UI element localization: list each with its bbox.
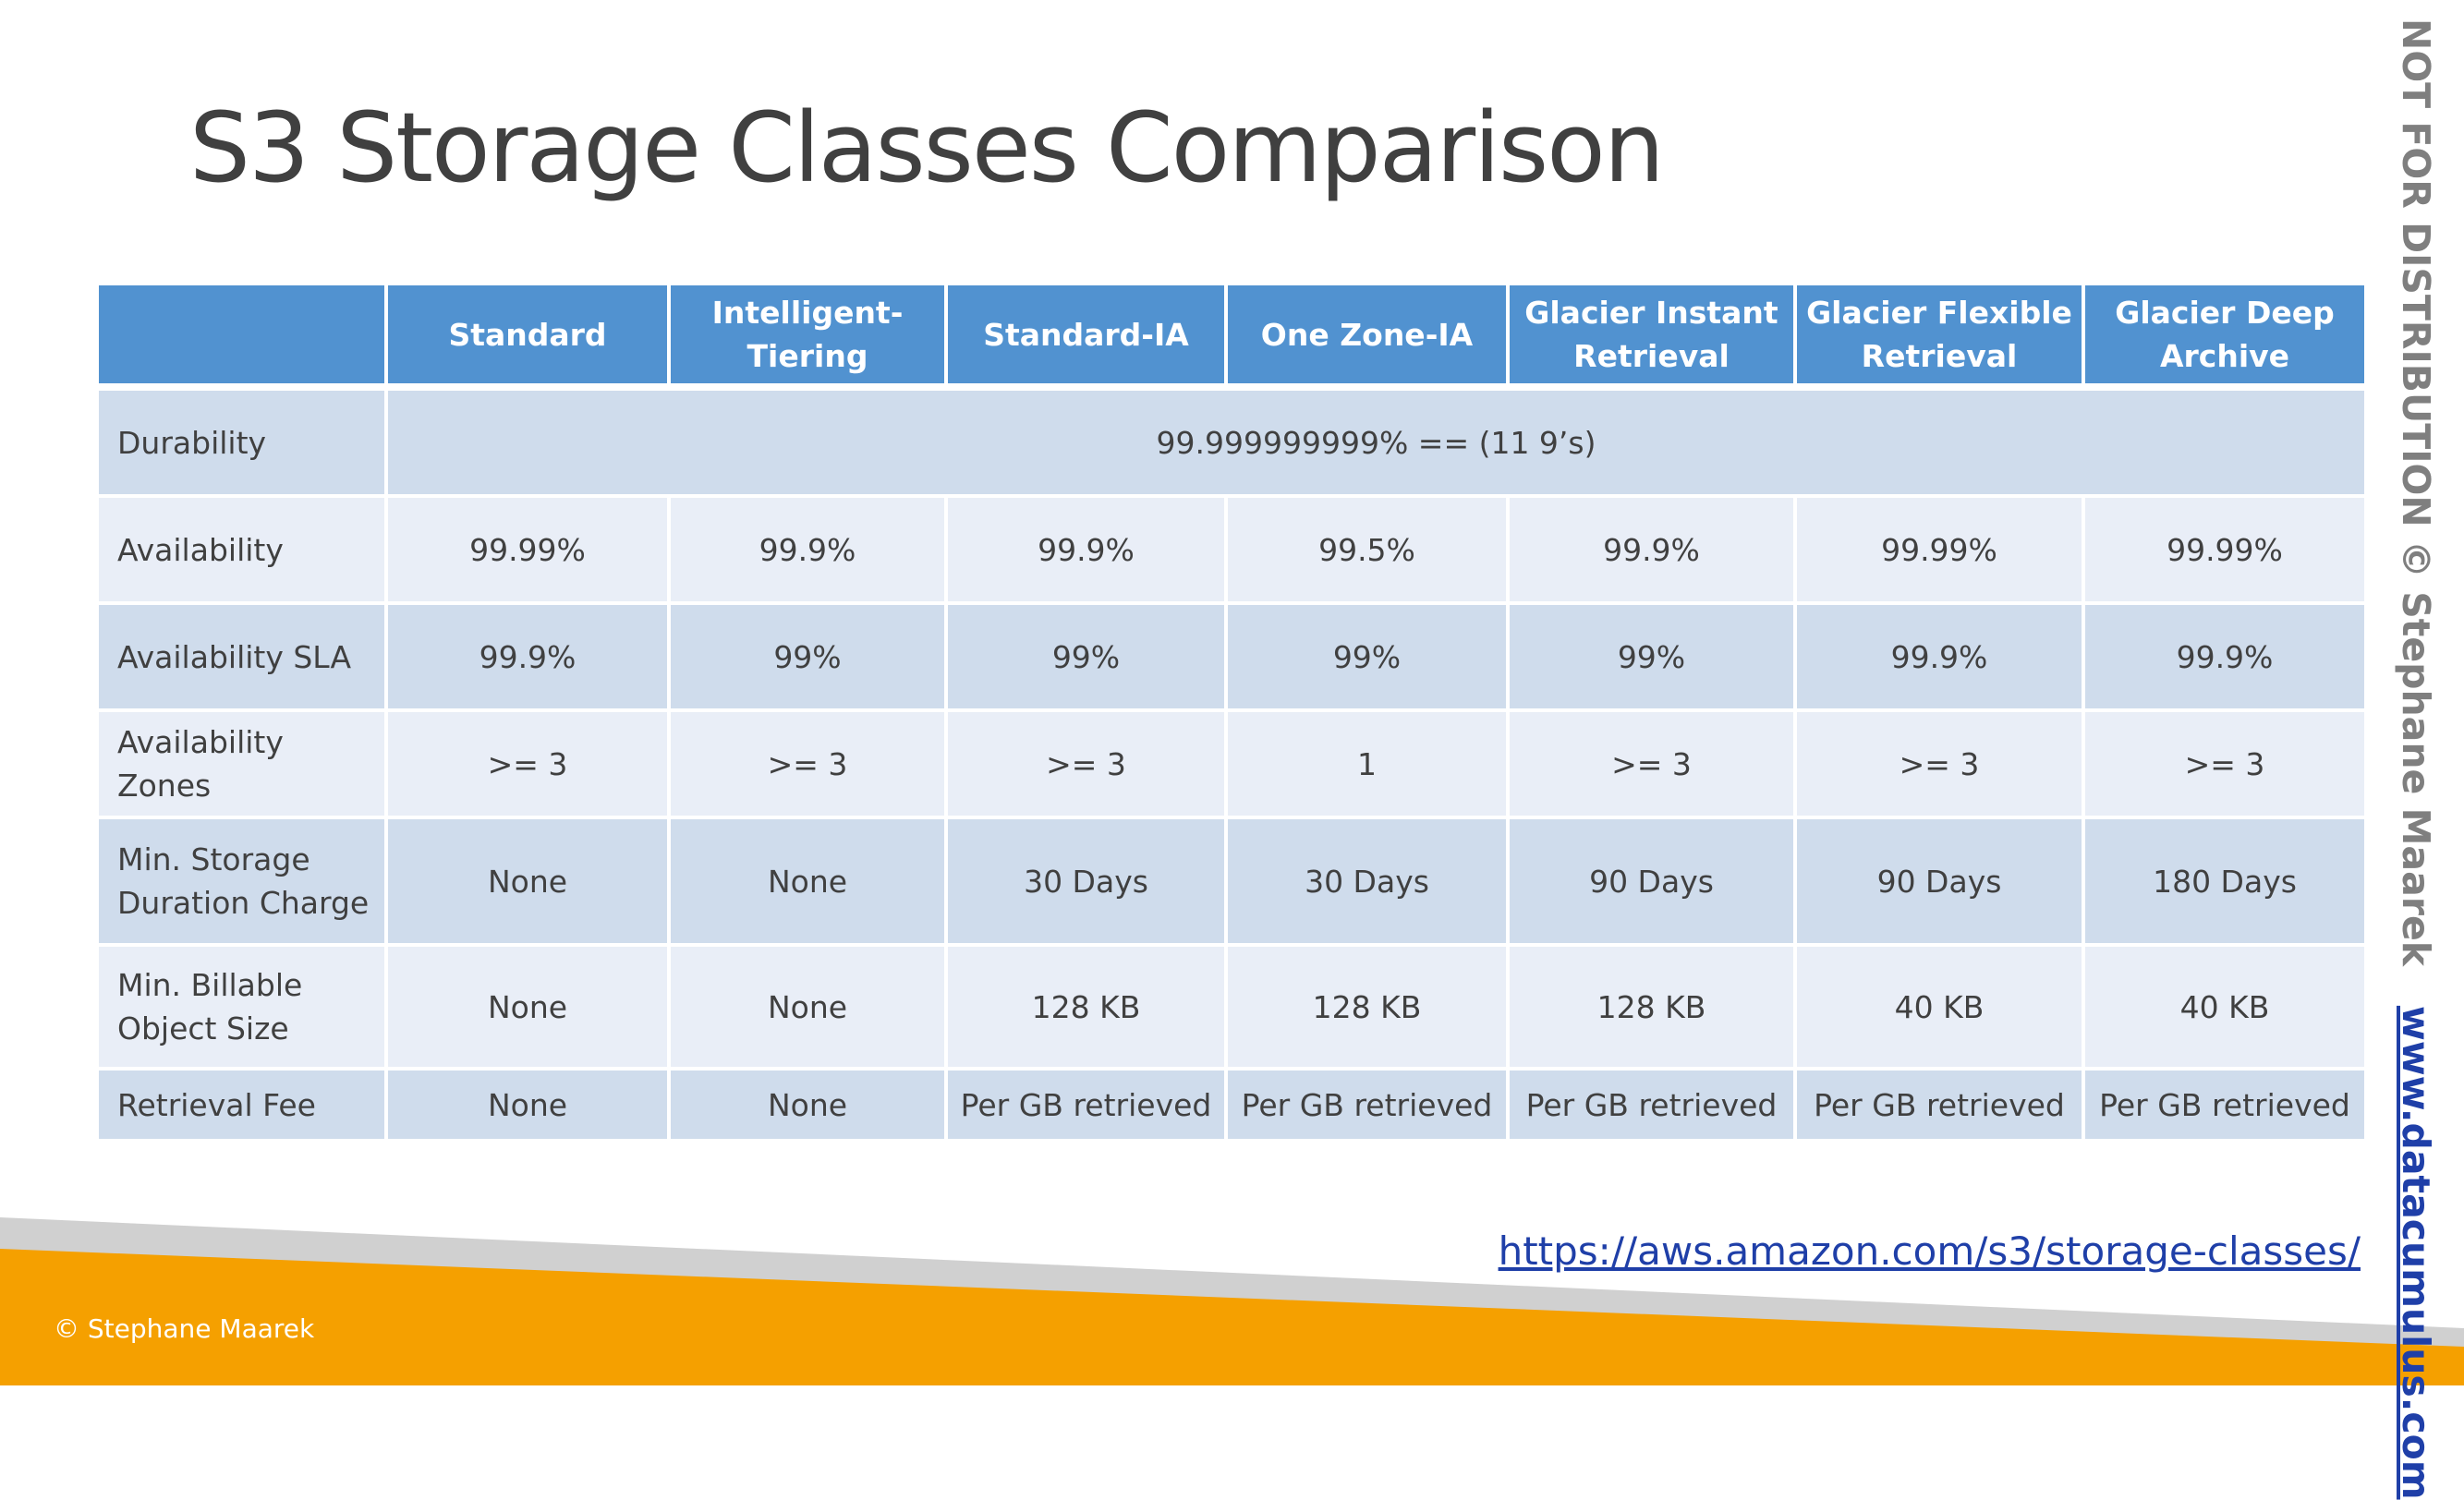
table-cell: 30 Days	[948, 819, 1228, 947]
durability-value: 99.999999999% == (11 9’s)	[388, 391, 2364, 498]
header-glacier-flexible-retrieval: Glacier Flexible Retrieval	[1797, 285, 2085, 391]
watermark-link[interactable]: www.datacumulus.com	[2394, 1005, 2438, 1500]
table-cell: None	[671, 819, 948, 947]
table-cell: 99.9%	[671, 498, 948, 605]
table-cell: >= 3	[2085, 712, 2364, 819]
slide-title: S3 Storage Classes Comparison	[189, 91, 1665, 204]
table-cell: None	[388, 947, 671, 1071]
row-label: Availability SLA	[99, 605, 388, 712]
row-label: Availability	[99, 498, 388, 605]
row-label: Durability	[99, 391, 388, 498]
table-cell: 128 KB	[948, 947, 1228, 1071]
table-row-availability: Availability 99.99% 99.9% 99.9% 99.5% 99…	[99, 498, 2364, 605]
table-cell: None	[671, 1071, 948, 1139]
table-cell: >= 3	[948, 712, 1228, 819]
table-cell: 1	[1228, 712, 1510, 819]
table-cell: 99.99%	[1797, 498, 2085, 605]
table-cell: 99.9%	[1510, 498, 1797, 605]
header-standard: Standard	[388, 285, 671, 391]
header-empty-cell	[99, 285, 388, 391]
table-row-availability-sla: Availability SLA 99.9% 99% 99% 99% 99% 9…	[99, 605, 2364, 712]
table-cell: 99%	[671, 605, 948, 712]
storage-classes-table: Standard Intelligent-Tiering Standard-IA…	[99, 285, 2364, 1139]
table-cell: 99.9%	[1797, 605, 2085, 712]
table-cell: 90 Days	[1510, 819, 1797, 947]
footer-band	[0, 1217, 2464, 1385]
table-cell: >= 3	[1510, 712, 1797, 819]
table-cell: Per GB retrieved	[1797, 1071, 2085, 1139]
table-cell: 99%	[1510, 605, 1797, 712]
table-cell: None	[671, 947, 948, 1071]
table-row-min-storage-duration: Min. Storage Duration Charge None None 3…	[99, 819, 2364, 947]
side-watermark: NOT FOR DISTRIBUTION © Stephane Maarek w…	[2393, 18, 2439, 1500]
table-cell: 99%	[1228, 605, 1510, 712]
table-cell: 99.5%	[1228, 498, 1510, 605]
row-label: Availability Zones	[99, 712, 388, 819]
row-label: Retrieval Fee	[99, 1071, 388, 1139]
table-cell: 99%	[948, 605, 1228, 712]
table-cell: 30 Days	[1228, 819, 1510, 947]
header-standard-ia: Standard-IA	[948, 285, 1228, 391]
copyright-text: © Stephane Maarek	[54, 1313, 315, 1344]
table-cell: >= 3	[388, 712, 671, 819]
table-cell: 99.9%	[2085, 605, 2364, 712]
source-link[interactable]: https://aws.amazon.com/s3/storage-classe…	[1498, 1228, 2361, 1274]
header-one-zone-ia: One Zone-IA	[1228, 285, 1510, 391]
watermark-text: NOT FOR DISTRIBUTION © Stephane Maarek	[2394, 18, 2438, 967]
table-cell: 128 KB	[1228, 947, 1510, 1071]
table-row-retrieval-fee: Retrieval Fee None None Per GB retrieved…	[99, 1071, 2364, 1139]
table-cell: 99.9%	[388, 605, 671, 712]
table-cell: Per GB retrieved	[948, 1071, 1228, 1139]
row-label: Min. Billable Object Size	[99, 947, 388, 1071]
table-cell: 180 Days	[2085, 819, 2364, 947]
table-cell: 40 KB	[2085, 947, 2364, 1071]
table-row-availability-zones: Availability Zones >= 3 >= 3 >= 3 1 >= 3…	[99, 712, 2364, 819]
footer-orange-band	[0, 1249, 2464, 1385]
table-cell: >= 3	[671, 712, 948, 819]
table-row-min-billable-size: Min. Billable Object Size None None 128 …	[99, 947, 2364, 1071]
table-cell: 99.99%	[388, 498, 671, 605]
table-row-durability: Durability 99.999999999% == (11 9’s)	[99, 391, 2364, 498]
table-cell: 128 KB	[1510, 947, 1797, 1071]
table-cell: None	[388, 1071, 671, 1139]
table-header-row: Standard Intelligent-Tiering Standard-IA…	[99, 285, 2364, 391]
table-cell: Per GB retrieved	[2085, 1071, 2364, 1139]
table-cell: 99.99%	[2085, 498, 2364, 605]
table-cell: >= 3	[1797, 712, 2085, 819]
table-cell: None	[388, 819, 671, 947]
table-cell: 90 Days	[1797, 819, 2085, 947]
table-cell: 99.9%	[948, 498, 1228, 605]
table-cell: 40 KB	[1797, 947, 2085, 1071]
header-intelligent-tiering: Intelligent-Tiering	[671, 285, 948, 391]
watermark-spacer	[2394, 979, 2438, 992]
header-glacier-instant-retrieval: Glacier Instant Retrieval	[1510, 285, 1797, 391]
table-cell: Per GB retrieved	[1510, 1071, 1797, 1139]
table-cell: Per GB retrieved	[1228, 1071, 1510, 1139]
row-label: Min. Storage Duration Charge	[99, 819, 388, 947]
header-glacier-deep-archive: Glacier Deep Archive	[2085, 285, 2364, 391]
